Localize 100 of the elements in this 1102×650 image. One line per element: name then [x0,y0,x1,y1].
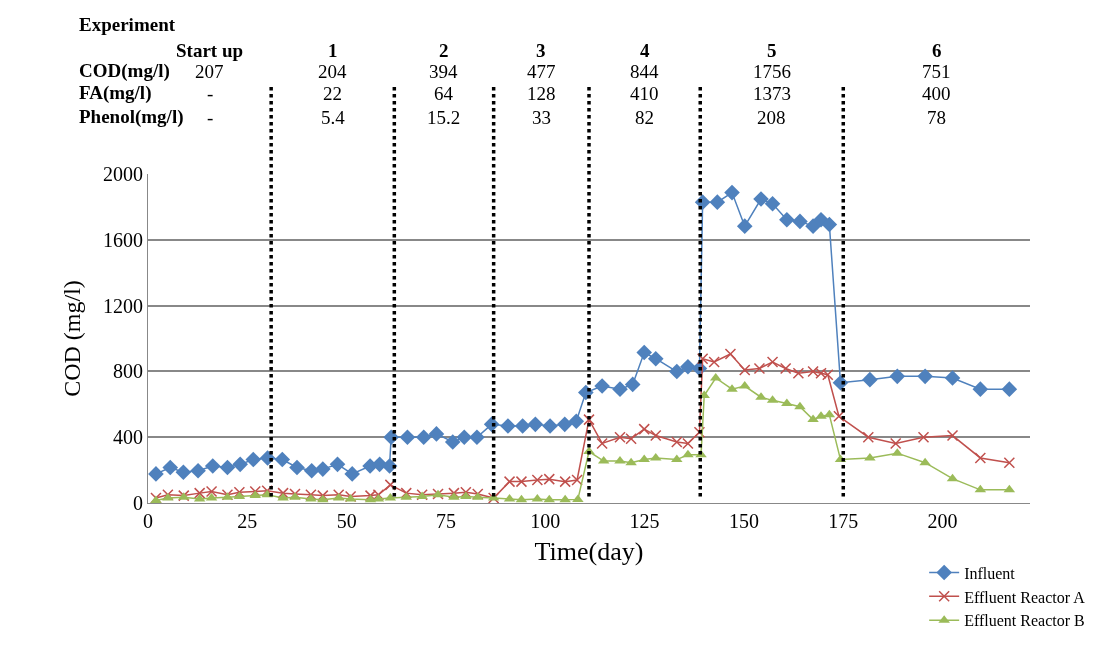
point [568,413,585,430]
point [889,368,906,385]
point [289,459,305,476]
point [919,457,931,466]
point [822,368,834,381]
point [779,211,795,228]
text: 410 [630,83,659,104]
point [399,429,416,445]
point [383,429,399,445]
point [833,410,845,423]
y-tick-label: 800 [113,360,143,383]
text: 5 [767,40,777,61]
point [428,426,445,442]
y-tick-label: 2000 [103,163,143,185]
point [792,213,808,230]
point [583,413,595,426]
text: 751 [922,61,951,82]
point [708,356,720,368]
point [794,401,806,410]
point [415,429,432,445]
text: 208 [757,107,786,128]
point [303,462,320,479]
point [946,429,959,442]
point [917,368,933,385]
point [669,363,685,380]
text: - [207,83,214,104]
x-tick-label: 100 [530,510,561,532]
text: 2 [439,40,449,61]
point [693,426,706,439]
text: 4 [640,40,650,61]
text: 33 [532,107,551,128]
y-tick-label: 1600 [103,228,143,251]
point [682,449,694,458]
point [315,461,331,477]
point [821,216,838,233]
y-tick-label: 1200 [103,294,143,317]
text: Phenol(mg/l) [79,106,184,128]
point [944,370,961,386]
point [753,191,769,207]
x-tick-label: 175 [828,510,859,532]
text: - [207,107,214,128]
point [792,367,805,379]
point [1003,456,1016,469]
point [542,418,558,434]
text: Experiment [79,14,176,35]
text: 394 [429,61,458,82]
point [317,494,329,503]
point [444,434,461,450]
point [647,350,664,367]
text: 78 [927,107,946,128]
point [709,194,726,210]
point [469,429,485,445]
point [514,418,531,434]
point [813,211,829,228]
text: 400 [922,83,951,104]
text: 3 [536,40,546,61]
point [245,451,262,468]
x-tick-label: 200 [927,510,958,532]
x-tick-label: 75 [435,510,456,532]
point [805,218,821,234]
point [456,429,473,445]
point [738,364,751,376]
point [329,456,346,473]
point [807,414,819,423]
x-axis-title: Time(day) [534,536,644,566]
point [917,431,930,443]
point [724,184,740,201]
x-tick-label: 25 [237,510,258,532]
text: 22 [323,83,342,104]
point [594,378,610,394]
text: 15.2 [427,107,461,128]
point [148,466,164,482]
text: 5.4 [321,107,346,128]
text: 1373 [753,83,791,104]
point [753,362,766,375]
point [832,374,849,391]
text: 1 [328,40,338,61]
text: 6 [932,40,942,61]
y-tick-label: 0 [133,492,143,514]
text: 204 [318,61,347,82]
point [344,466,361,482]
text: COD(mg/l) [79,60,170,82]
point [1001,381,1018,397]
point [624,376,641,393]
point [190,462,206,479]
text: Start up [176,40,244,61]
point [500,418,516,434]
point [596,437,608,450]
point [625,457,637,466]
point [862,371,878,388]
point [696,352,709,365]
point [556,416,573,433]
x-tick-label: 50 [336,510,357,532]
point [162,459,179,476]
point [862,431,875,443]
y-tick-label: 400 [113,426,143,449]
text: 82 [635,107,654,128]
point [219,459,236,476]
point [889,437,902,450]
text: 207 [195,61,224,82]
